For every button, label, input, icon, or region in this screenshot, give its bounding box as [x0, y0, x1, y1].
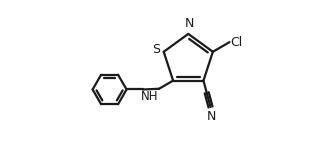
Text: Cl: Cl — [231, 36, 243, 49]
Text: S: S — [152, 44, 160, 56]
Text: N: N — [207, 110, 216, 123]
Text: N: N — [184, 17, 194, 30]
Text: NH: NH — [141, 90, 158, 103]
